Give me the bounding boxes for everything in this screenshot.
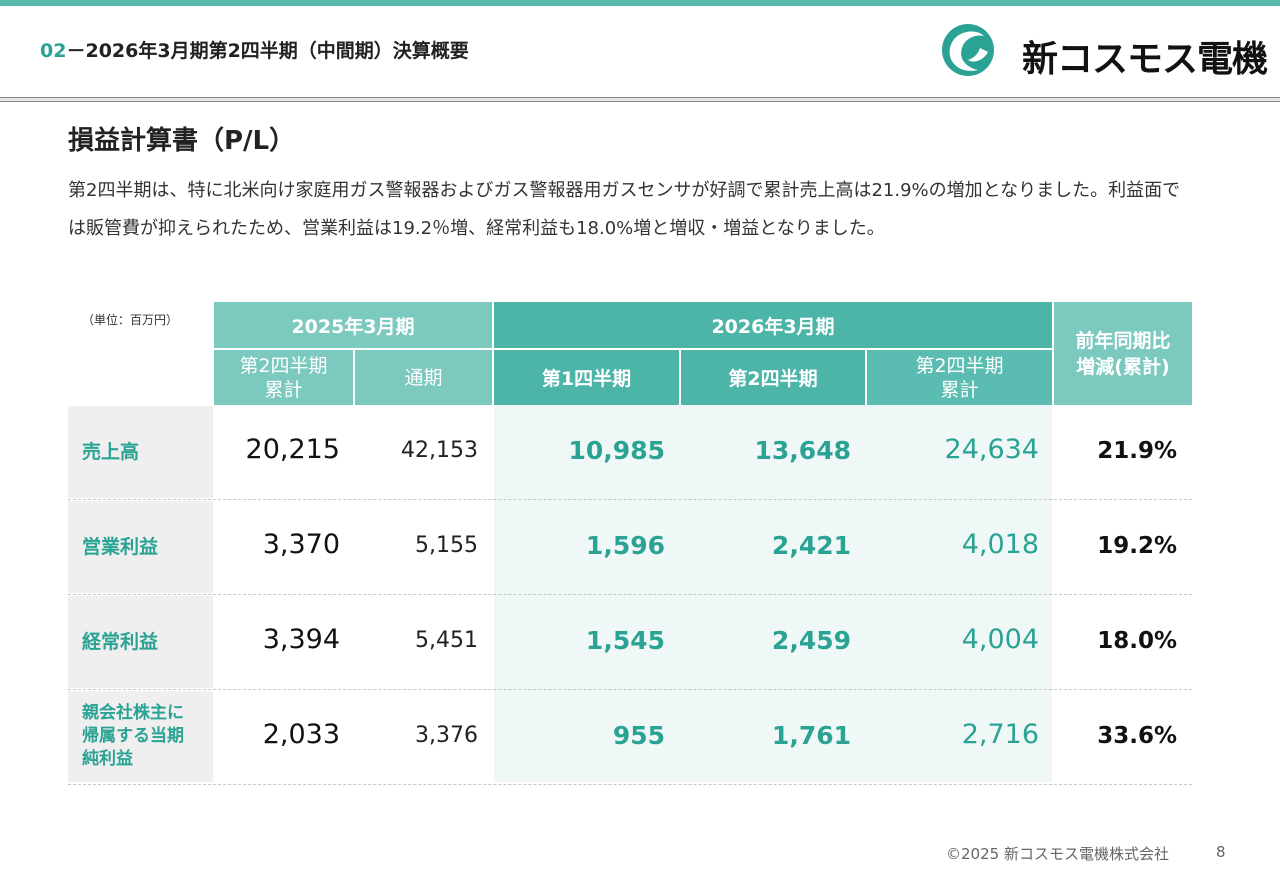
table-cell: 21.9% [1097,438,1177,464]
table-cell: 2,033 [262,719,340,750]
row-divider [68,784,1192,785]
header-separator: － [66,40,86,62]
table-cell: 5,155 [415,533,478,558]
table-cell: 4,018 [961,529,1039,560]
header-yoy-change: 前年同期比 増減(累計) [1054,302,1192,405]
row-label-text: 営業利益 [82,536,159,558]
row-label-operating-profit: 営業利益 [68,501,213,593]
section-description: 第2四半期は、特に北米向け家庭用ガス警報器およびガス警報器用ガスセンサが好調で累… [68,180,1181,239]
table-cell: 3,394 [262,624,340,655]
subheader-2026-h1-cumulative: 第2四半期 累計 [867,350,1052,405]
company-logo-icon [942,24,994,76]
table-cell: 3,370 [262,529,340,560]
table-cell: 24,634 [944,434,1039,465]
header-yoy-line2: 増減(累計) [1076,355,1170,378]
table-cell: 2,421 [771,531,851,560]
subheader-line: 累計 [940,378,979,401]
table-cell: 955 [612,721,665,750]
subheader-line: 第2四半期 [239,354,328,377]
table-cell: 42,153 [401,438,478,463]
row-label-net-income: 親会社株主に 帰属する当期 純利益 [68,691,213,782]
subheader-2026-q2: 第2四半期 [681,350,865,405]
table-cell: 3,376 [415,723,478,748]
subheader-line: 累計 [264,378,303,401]
header-yoy-line1: 前年同期比 [1075,329,1171,352]
table-cell: 20,215 [245,434,340,465]
table-cell: 5,451 [415,628,478,653]
subheader-2026-q1: 第1四半期 [494,350,679,405]
table-cell: 1,761 [771,721,851,750]
row-label-ordinary-profit: 経常利益 [68,596,213,688]
row-label-text: 経常利益 [82,631,159,653]
table-cell: 2,459 [771,626,851,655]
section-number: 02 [40,40,67,62]
fy2026-shaded-area [494,405,1052,782]
row-divider [68,689,1192,690]
page-number: 8 [1216,843,1226,861]
row-label-text: 純利益 [82,749,133,769]
unit-label: （単位：百万円） [82,313,179,327]
subheader-2025-full-year: 通期 [355,350,492,405]
table-cell: 2,716 [961,719,1039,750]
header-divider [0,97,1280,102]
table-cell: 10,985 [568,436,665,465]
table-cell: 4,004 [961,624,1039,655]
table-cell: 19.2% [1097,533,1177,559]
row-label-text: 親会社株主に [82,703,184,723]
table-cell: 1,545 [585,626,665,655]
subheader-2025-h1-cumulative: 第2四半期 累計 [214,350,353,405]
logo-wordmark: 新コスモス電機 [1022,39,1268,80]
header-title: 02－2026年3月期第2四半期（中間期）決算概要 [40,36,469,63]
row-label-text: 帰属する当期 [82,726,184,746]
table-cell: 1,596 [585,531,665,560]
header-fy2025: 2025年3月期 [214,302,492,348]
company-logo: 新コスモス電機 [940,22,1268,80]
row-divider [68,499,1192,500]
row-label-net-sales: 売上高 [68,406,213,498]
top-accent-bar [0,0,1280,6]
header-fy2026: 2026年3月期 [494,302,1052,348]
subheader-line: 第2四半期 [915,354,1004,377]
section-title: 損益計算書（P/L） [68,126,296,156]
row-label-text: 売上高 [82,441,140,463]
footer-copyright: ©2025 新コスモス電機株式会社 [946,845,1169,863]
table-cell: 13,648 [754,436,851,465]
header-title-text: 2026年3月期第2四半期（中間期）決算概要 [85,40,469,62]
row-divider [68,594,1192,595]
table-cell: 33.6% [1097,723,1177,749]
table-cell: 18.0% [1097,628,1177,654]
